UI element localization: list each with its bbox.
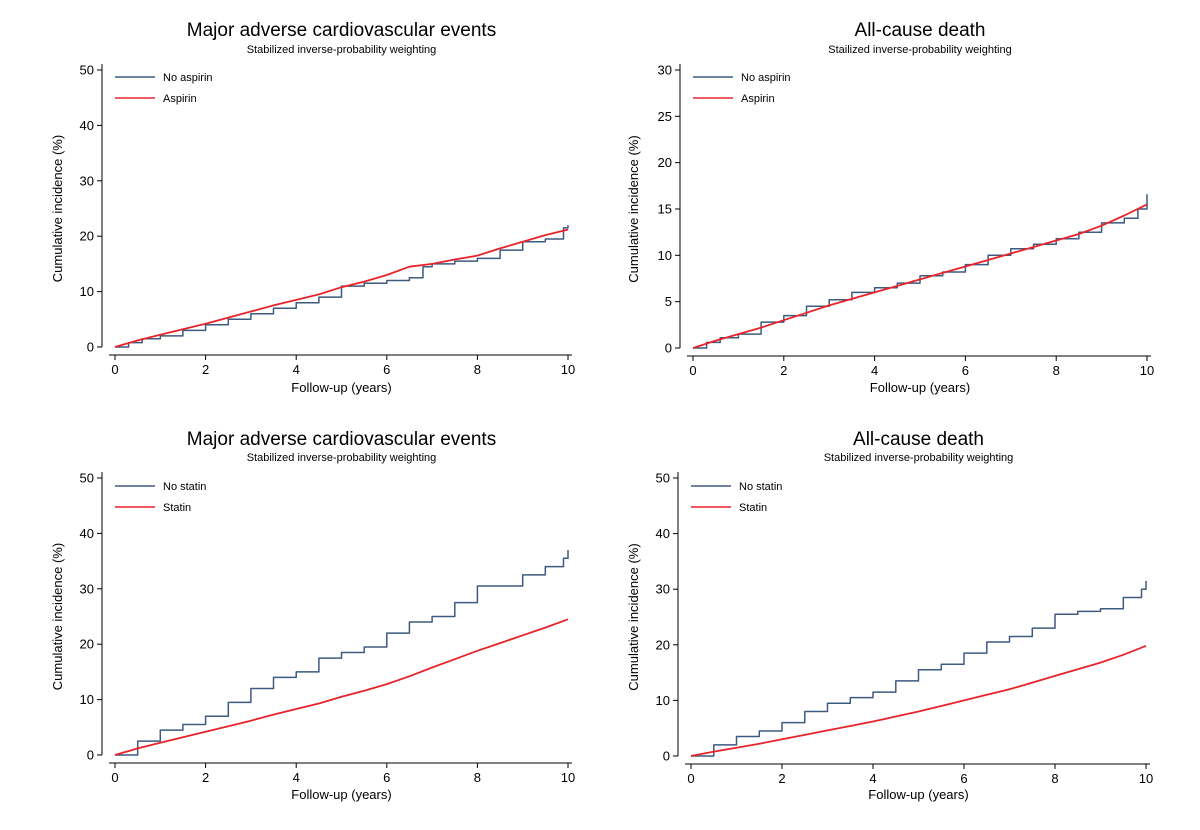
chart-subtitle: Stabilized inverse-probability weighting bbox=[247, 452, 437, 464]
chart-title: All-cause death bbox=[855, 20, 986, 41]
x-tick-label: 8 bbox=[474, 770, 481, 785]
chart-panel-top-left: Major adverse cardiovascular events Stabi… bbox=[50, 20, 575, 395]
y-tick-label: 25 bbox=[658, 109, 672, 124]
x-axis-label: Follow-up (years) bbox=[291, 787, 391, 802]
x-tick-label: 2 bbox=[202, 362, 209, 377]
legend-label: Aspirin bbox=[741, 93, 775, 105]
x-tick-label: 4 bbox=[293, 362, 300, 377]
series-line-aspirin bbox=[114, 228, 569, 348]
x-axis-label: Follow-up (years) bbox=[870, 380, 970, 395]
y-tick-label: 5 bbox=[665, 294, 672, 309]
x-tick-label: 0 bbox=[689, 363, 696, 378]
chart-title: Major adverse cardiovascular events bbox=[187, 429, 496, 450]
y-tick-label: 50 bbox=[80, 471, 94, 486]
legend-label: No aspirin bbox=[741, 72, 791, 84]
y-tick-label: 20 bbox=[658, 155, 672, 170]
y-tick-label: 30 bbox=[658, 63, 672, 78]
x-tick-label: 6 bbox=[383, 362, 390, 377]
legend-label: Statin bbox=[163, 502, 191, 514]
series-line-statin bbox=[690, 645, 1147, 757]
y-tick-label: 0 bbox=[665, 341, 672, 356]
legend-label: Statin bbox=[739, 502, 767, 514]
x-tick-label: 0 bbox=[687, 771, 694, 786]
series-line-statin bbox=[114, 618, 569, 756]
legend-label: No statin bbox=[739, 481, 782, 493]
x-tick-label: 4 bbox=[293, 770, 300, 785]
x-tick-label: 8 bbox=[1051, 771, 1058, 786]
series-line-no-aspirin bbox=[115, 225, 569, 348]
x-tick-label: 10 bbox=[1140, 363, 1154, 378]
legend: No statin Statin bbox=[691, 481, 782, 514]
y-tick-label: 20 bbox=[80, 637, 94, 652]
chart-panel-bottom-left: Major adverse cardiovascular events Stabi… bbox=[50, 429, 575, 802]
x-axis-label: Follow-up (years) bbox=[868, 787, 968, 802]
y-tick-label: 10 bbox=[80, 692, 94, 707]
y-tick-label: 30 bbox=[80, 173, 94, 188]
series-line-no-statin bbox=[115, 550, 569, 756]
legend-label: No aspirin bbox=[163, 72, 213, 84]
series-line-no-statin bbox=[691, 580, 1147, 757]
x-tick-label: 6 bbox=[962, 363, 969, 378]
chart-title: All-cause death bbox=[853, 429, 984, 450]
x-tick-label: 2 bbox=[780, 363, 787, 378]
x-tick-label: 8 bbox=[1053, 363, 1060, 378]
chart-subtitle: Stabilized inverse-probability weighting bbox=[824, 452, 1014, 464]
x-tick-label: 4 bbox=[869, 771, 876, 786]
y-tick-label: 20 bbox=[656, 637, 670, 652]
x-tick-label: 0 bbox=[111, 362, 118, 377]
series-line-no-aspirin bbox=[693, 194, 1148, 349]
y-tick-label: 40 bbox=[80, 526, 94, 541]
x-tick-label: 0 bbox=[111, 770, 118, 785]
chart-title: Major adverse cardiovascular events bbox=[187, 20, 496, 41]
legend-label: Aspirin bbox=[163, 93, 197, 105]
y-tick-label: 10 bbox=[80, 284, 94, 299]
chart-panel-top-right: All-cause death Stailized inverse-probabi… bbox=[626, 20, 1154, 395]
x-tick-label: 8 bbox=[474, 362, 481, 377]
y-tick-label: 10 bbox=[656, 693, 670, 708]
y-tick-label: 20 bbox=[80, 229, 94, 244]
y-tick-label: 50 bbox=[80, 63, 94, 78]
y-tick-label: 50 bbox=[656, 471, 670, 486]
x-tick-label: 2 bbox=[202, 770, 209, 785]
x-tick-label: 10 bbox=[561, 770, 575, 785]
chart-subtitle: Stailized inverse-probability weighting bbox=[828, 44, 1011, 56]
x-tick-label: 10 bbox=[561, 362, 575, 377]
y-axis-label: Cumulative incidence (%) bbox=[50, 135, 65, 282]
y-tick-label: 30 bbox=[656, 582, 670, 597]
x-tick-label: 4 bbox=[871, 363, 878, 378]
y-tick-label: 0 bbox=[87, 748, 94, 763]
x-tick-label: 6 bbox=[960, 771, 967, 786]
y-tick-label: 30 bbox=[80, 581, 94, 596]
chart-subtitle: Stabilized inverse-probability weighting bbox=[247, 44, 437, 56]
chart-panel-bottom-right: All-cause death Stabilized inverse-probab… bbox=[626, 429, 1153, 802]
x-tick-label: 6 bbox=[383, 770, 390, 785]
legend: No aspirin Aspirin bbox=[115, 72, 213, 105]
x-tick-label: 10 bbox=[1139, 771, 1153, 786]
x-axis-label: Follow-up (years) bbox=[291, 380, 391, 395]
legend: No aspirin Aspirin bbox=[693, 72, 791, 105]
y-tick-label: 0 bbox=[87, 340, 94, 355]
y-axis-label: Cumulative incidence (%) bbox=[626, 543, 641, 690]
y-axis-label: Cumulative incidence (%) bbox=[50, 543, 65, 690]
y-tick-label: 0 bbox=[663, 749, 670, 764]
y-tick-label: 15 bbox=[658, 202, 672, 217]
y-tick-label: 10 bbox=[658, 248, 672, 263]
series-line-aspirin bbox=[692, 203, 1148, 349]
x-tick-label: 2 bbox=[778, 771, 785, 786]
legend: No statin Statin bbox=[115, 481, 206, 514]
y-tick-label: 40 bbox=[80, 118, 94, 133]
y-tick-label: 40 bbox=[656, 526, 670, 541]
y-axis-label: Cumulative incidence (%) bbox=[626, 135, 641, 282]
legend-label: No statin bbox=[163, 481, 206, 493]
